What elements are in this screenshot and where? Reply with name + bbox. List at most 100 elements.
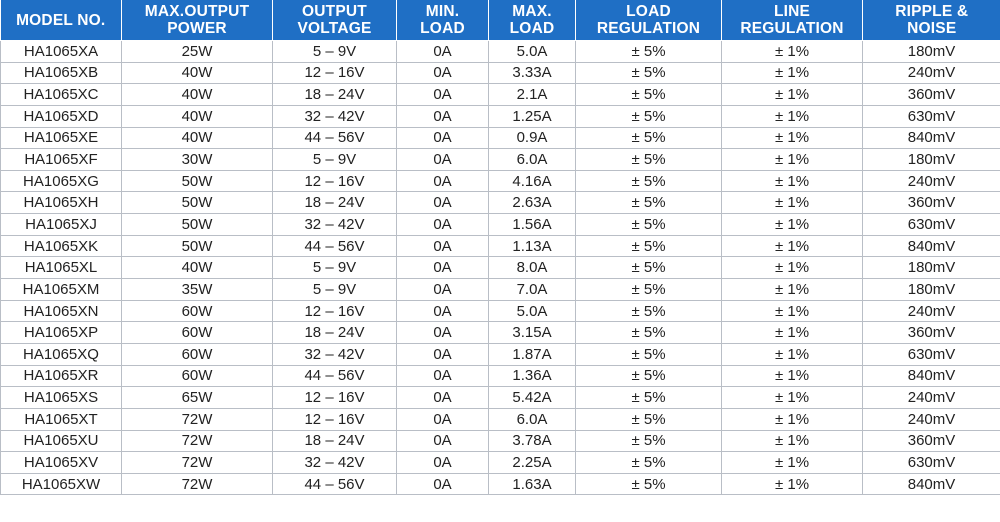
load-regulation-cell: ± 5% bbox=[575, 407, 722, 431]
table-row: HA1065XC 40W 18 – 24V 0A 2.1A ± 5% ± 1% 360mV bbox=[0, 83, 1000, 106]
table-row: HA1065XL 40W 5 – 9V 0A 8.0A ± 5% ± 1% 180mV bbox=[0, 256, 1000, 280]
max-output-power-cell: 50W bbox=[121, 191, 273, 215]
model-no-cell: HA1065XD bbox=[0, 104, 122, 128]
load-regulation-cell: ± 5% bbox=[575, 169, 722, 193]
output-voltage-cell: 12 – 16V bbox=[272, 299, 397, 323]
model-no-cell: HA1065XC bbox=[0, 83, 122, 106]
output-voltage-cell: 32 – 42V bbox=[272, 451, 397, 474]
max-load-cell: 5.42A bbox=[488, 386, 576, 409]
table-row: HA1065XG 50W 12 – 16V 0A 4.16A ± 5% ± 1% 240mV bbox=[0, 169, 1000, 193]
model-no-cell: HA1065XW bbox=[0, 472, 122, 496]
load-regulation-cell: ± 5% bbox=[575, 191, 722, 215]
max-load-cell: 6.0A bbox=[488, 407, 576, 431]
min-load-cell: 0A bbox=[396, 213, 489, 236]
load-regulation-cell: ± 5% bbox=[575, 278, 722, 301]
output-voltage-cell: 12 – 16V bbox=[272, 169, 397, 193]
ripple-noise-cell: 180mV bbox=[862, 256, 1000, 280]
line-regulation-cell: ± 1% bbox=[721, 148, 863, 171]
ripple-noise-cell: 240mV bbox=[862, 407, 1000, 431]
load-regulation-cell: ± 5% bbox=[575, 299, 722, 323]
table-row: HA1065XE 40W 44 – 56V 0A 0.9A ± 5% ± 1% 840mV bbox=[0, 126, 1000, 150]
ripple-noise-cell: 840mV bbox=[862, 234, 1000, 258]
max-output-power-cell: 60W bbox=[121, 321, 273, 344]
table-row: HA1065XF 30W 5 – 9V 0A 6.0A ± 5% ± 1% 180mV bbox=[0, 148, 1000, 171]
model-no-cell: HA1065XG bbox=[0, 169, 122, 193]
ripple-noise-cell: 240mV bbox=[862, 299, 1000, 323]
table-row: HA1065XJ 50W 32 – 42V 0A 1.56A ± 5% ± 1% 630mV bbox=[0, 213, 1000, 236]
ripple-noise-cell: 840mV bbox=[862, 364, 1000, 388]
max-output-power-cell: 50W bbox=[121, 234, 273, 258]
load-regulation-cell: ± 5% bbox=[575, 40, 722, 63]
table-row: HA1065XK 50W 44 – 56V 0A 1.13A ± 5% ± 1% 840mV bbox=[0, 234, 1000, 258]
min-load-cell: 0A bbox=[396, 61, 489, 85]
min-load-cell: 0A bbox=[396, 429, 489, 453]
column-header-ripple-noise: RIPPLE & NOISE bbox=[862, 0, 1000, 41]
max-load-cell: 8.0A bbox=[488, 256, 576, 280]
line-regulation-cell: ± 1% bbox=[721, 386, 863, 409]
model-no-cell: HA1065XJ bbox=[0, 213, 122, 236]
output-voltage-cell: 44 – 56V bbox=[272, 364, 397, 388]
output-voltage-cell: 32 – 42V bbox=[272, 213, 397, 236]
ripple-noise-cell: 240mV bbox=[862, 386, 1000, 409]
max-output-power-cell: 72W bbox=[121, 451, 273, 474]
output-voltage-cell: 12 – 16V bbox=[272, 386, 397, 409]
table-row: HA1065XH 50W 18 – 24V 0A 2.63A ± 5% ± 1% 360mV bbox=[0, 191, 1000, 215]
model-no-cell: HA1065XN bbox=[0, 299, 122, 323]
load-regulation-cell: ± 5% bbox=[575, 321, 722, 344]
ripple-noise-cell: 360mV bbox=[862, 83, 1000, 106]
model-no-cell: HA1065XL bbox=[0, 256, 122, 280]
min-load-cell: 0A bbox=[396, 364, 489, 388]
model-no-cell: HA1065XU bbox=[0, 429, 122, 453]
ripple-noise-cell: 360mV bbox=[862, 191, 1000, 215]
output-voltage-cell: 18 – 24V bbox=[272, 321, 397, 344]
max-output-power-cell: 72W bbox=[121, 407, 273, 431]
line-regulation-cell: ± 1% bbox=[721, 40, 863, 63]
column-header-max-output-power: MAX.OUTPUT POWER bbox=[121, 0, 273, 41]
load-regulation-cell: ± 5% bbox=[575, 148, 722, 171]
max-output-power-cell: 72W bbox=[121, 429, 273, 453]
spec-table: MODEL NO. MAX.OUTPUT POWER OUTPUT VOLTAGE MIN… bbox=[0, 0, 1000, 496]
model-no-cell: HA1065XP bbox=[0, 321, 122, 344]
column-header-max-load: MAX. LOAD bbox=[488, 0, 576, 41]
ripple-noise-cell: 630mV bbox=[862, 213, 1000, 236]
max-load-cell: 4.16A bbox=[488, 169, 576, 193]
column-header-model-no: MODEL NO. bbox=[0, 0, 122, 41]
table-body: HA1065XA 25W 5 – 9V 0A 5.0A ± 5% ± 1% 180mV HA10… bbox=[0, 40, 1000, 496]
load-regulation-cell: ± 5% bbox=[575, 61, 722, 85]
output-voltage-cell: 5 – 9V bbox=[272, 256, 397, 280]
min-load-cell: 0A bbox=[396, 321, 489, 344]
ripple-noise-cell: 360mV bbox=[862, 321, 1000, 344]
max-load-cell: 3.15A bbox=[488, 321, 576, 344]
output-voltage-cell: 44 – 56V bbox=[272, 472, 397, 496]
table-row: HA1065XM 35W 5 – 9V 0A 7.0A ± 5% ± 1% 180mV bbox=[0, 278, 1000, 301]
line-regulation-cell: ± 1% bbox=[721, 169, 863, 193]
line-regulation-cell: ± 1% bbox=[721, 299, 863, 323]
model-no-cell: HA1065XK bbox=[0, 234, 122, 258]
model-no-cell: HA1065XE bbox=[0, 126, 122, 150]
max-load-cell: 0.9A bbox=[488, 126, 576, 150]
min-load-cell: 0A bbox=[396, 342, 489, 366]
max-load-cell: 1.36A bbox=[488, 364, 576, 388]
line-regulation-cell: ± 1% bbox=[721, 407, 863, 431]
load-regulation-cell: ± 5% bbox=[575, 386, 722, 409]
min-load-cell: 0A bbox=[396, 299, 489, 323]
max-output-power-cell: 40W bbox=[121, 256, 273, 280]
ripple-noise-cell: 360mV bbox=[862, 429, 1000, 453]
max-load-cell: 2.63A bbox=[488, 191, 576, 215]
min-load-cell: 0A bbox=[396, 169, 489, 193]
min-load-cell: 0A bbox=[396, 278, 489, 301]
load-regulation-cell: ± 5% bbox=[575, 429, 722, 453]
max-load-cell: 1.63A bbox=[488, 472, 576, 496]
output-voltage-cell: 18 – 24V bbox=[272, 429, 397, 453]
table-row: HA1065XN 60W 12 – 16V 0A 5.0A ± 5% ± 1% 240mV bbox=[0, 299, 1000, 323]
output-voltage-cell: 5 – 9V bbox=[272, 40, 397, 63]
column-header-output-voltage: OUTPUT VOLTAGE bbox=[272, 0, 397, 41]
line-regulation-cell: ± 1% bbox=[721, 256, 863, 280]
ripple-noise-cell: 840mV bbox=[862, 126, 1000, 150]
max-output-power-cell: 60W bbox=[121, 342, 273, 366]
min-load-cell: 0A bbox=[396, 386, 489, 409]
max-load-cell: 2.1A bbox=[488, 83, 576, 106]
line-regulation-cell: ± 1% bbox=[721, 472, 863, 496]
model-no-cell: HA1065XT bbox=[0, 407, 122, 431]
model-no-cell: HA1065XB bbox=[0, 61, 122, 85]
